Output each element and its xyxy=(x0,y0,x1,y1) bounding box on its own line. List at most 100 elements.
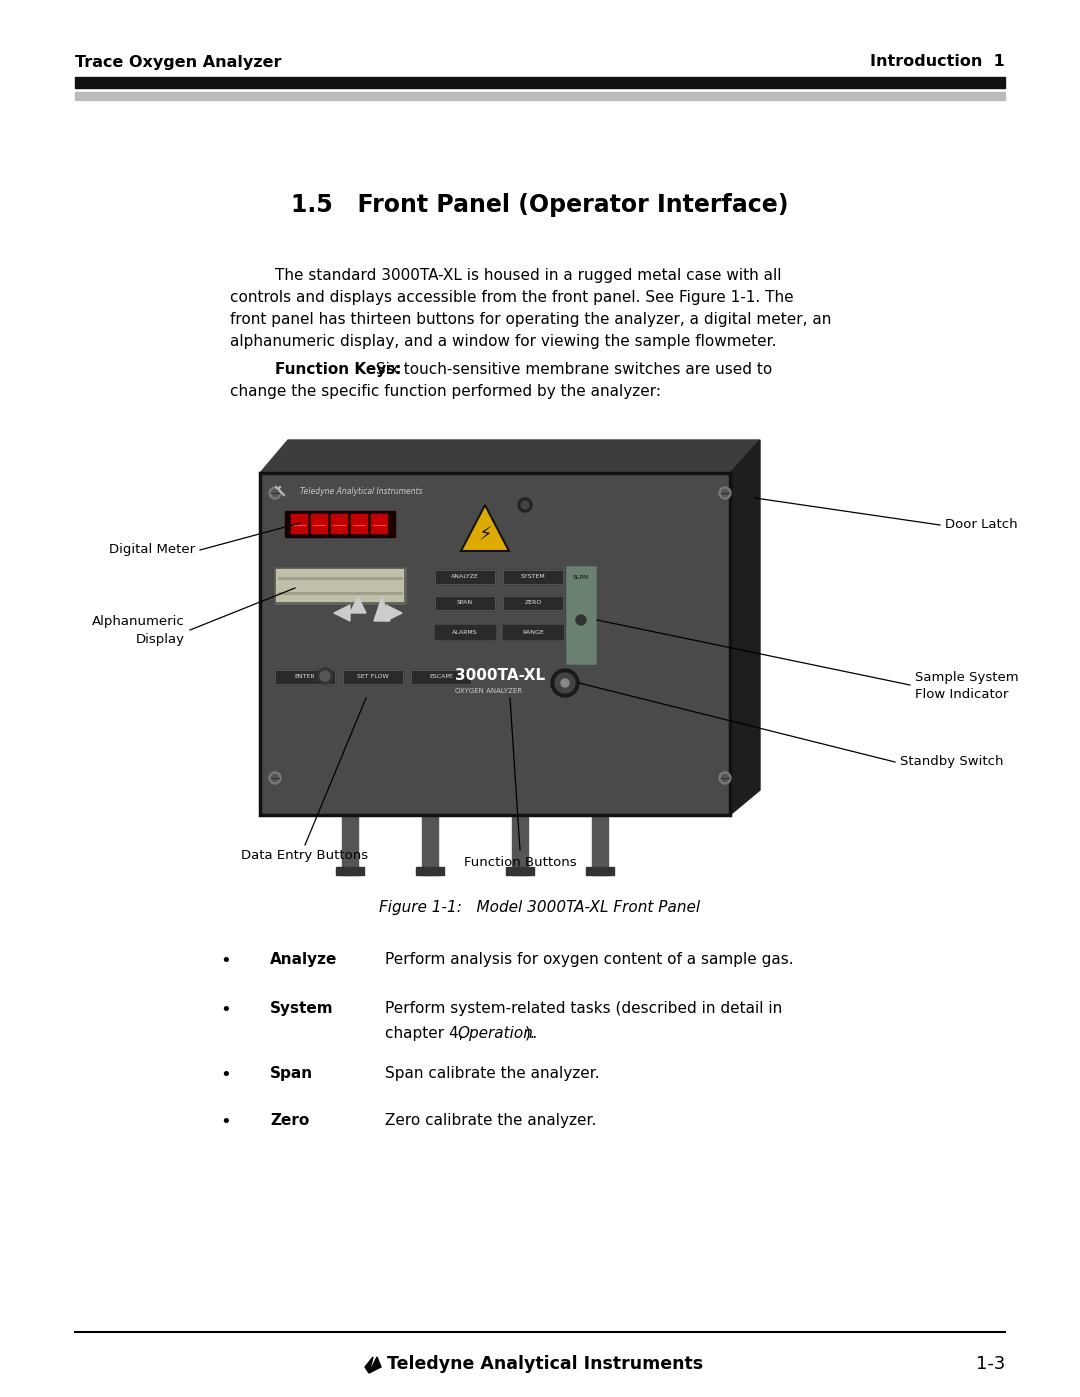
Bar xyxy=(275,671,335,685)
Text: Data Entry Buttons: Data Entry Buttons xyxy=(242,848,368,862)
Text: Perform analysis for oxygen content of a sample gas.: Perform analysis for oxygen content of a… xyxy=(384,951,794,967)
Bar xyxy=(285,511,395,536)
Text: •: • xyxy=(220,951,231,970)
Bar xyxy=(503,570,563,584)
Text: ENTER: ENTER xyxy=(295,675,315,679)
Circle shape xyxy=(551,669,579,697)
Text: chapter 4,: chapter 4, xyxy=(384,1025,469,1041)
Text: •: • xyxy=(220,1002,231,1018)
Bar xyxy=(586,868,615,875)
Bar xyxy=(372,514,387,534)
Text: Function Buttons: Function Buttons xyxy=(463,855,577,869)
Text: Teledyne Analytical Instruments: Teledyne Analytical Instruments xyxy=(300,486,422,496)
Bar xyxy=(411,671,471,685)
Text: Teledyne Analytical Instruments: Teledyne Analytical Instruments xyxy=(387,1355,703,1373)
Bar xyxy=(343,671,403,685)
Text: Door Latch: Door Latch xyxy=(945,518,1017,531)
Text: Six touch-sensitive membrane switches are used to: Six touch-sensitive membrane switches ar… xyxy=(372,362,772,377)
Bar xyxy=(343,671,403,685)
Circle shape xyxy=(555,673,575,693)
Text: Standby Switch: Standby Switch xyxy=(900,756,1003,768)
Text: front panel has thirteen buttons for operating the analyzer, a digital meter, an: front panel has thirteen buttons for ope… xyxy=(230,312,832,327)
Polygon shape xyxy=(374,597,390,622)
Text: 3000TA-XL: 3000TA-XL xyxy=(455,668,545,683)
Bar xyxy=(330,514,347,534)
Bar xyxy=(275,569,405,604)
Polygon shape xyxy=(260,440,760,474)
Text: Figure 1-1:   Model 3000TA-XL Front Panel: Figure 1-1: Model 3000TA-XL Front Panel xyxy=(379,900,701,915)
Bar xyxy=(275,671,335,685)
Bar xyxy=(75,77,1005,88)
Polygon shape xyxy=(334,605,350,622)
Text: Operation.: Operation. xyxy=(457,1025,538,1041)
Text: OXYGEN ANALYZER: OXYGEN ANALYZER xyxy=(455,687,522,694)
Bar xyxy=(260,474,730,814)
Polygon shape xyxy=(365,1356,373,1373)
Bar xyxy=(435,570,495,584)
Bar xyxy=(311,514,327,534)
Text: alphanumeric display, and a window for viewing the sample flowmeter.: alphanumeric display, and a window for v… xyxy=(230,334,777,349)
Circle shape xyxy=(561,679,569,687)
Text: •: • xyxy=(220,1066,231,1084)
Bar xyxy=(503,624,563,638)
Circle shape xyxy=(721,489,729,496)
Bar xyxy=(411,671,471,685)
Bar xyxy=(503,597,563,610)
Bar xyxy=(351,514,367,534)
Bar xyxy=(507,868,534,875)
Text: Function Keys:: Function Keys: xyxy=(275,362,402,377)
Bar xyxy=(565,564,597,665)
Bar xyxy=(435,570,495,584)
Circle shape xyxy=(271,774,279,781)
Text: 1.5   Front Panel (Operator Interface): 1.5 Front Panel (Operator Interface) xyxy=(292,193,788,217)
Text: ⚡: ⚡ xyxy=(478,525,491,545)
Bar xyxy=(503,597,563,610)
Text: Trace Oxygen Analyzer: Trace Oxygen Analyzer xyxy=(75,54,282,70)
Bar xyxy=(435,624,495,638)
Text: The standard 3000TA-XL is housed in a rugged metal case with all: The standard 3000TA-XL is housed in a ru… xyxy=(275,268,782,284)
Polygon shape xyxy=(730,440,760,814)
Bar xyxy=(336,868,364,875)
Bar xyxy=(75,92,1005,101)
Bar xyxy=(512,814,528,875)
Polygon shape xyxy=(386,605,402,622)
Bar xyxy=(422,814,438,875)
Text: Flow Indicator: Flow Indicator xyxy=(915,689,1009,701)
Bar xyxy=(416,868,444,875)
Text: ESCAPE: ESCAPE xyxy=(429,675,453,679)
Bar xyxy=(342,814,357,875)
Circle shape xyxy=(719,488,731,499)
Polygon shape xyxy=(369,1356,381,1373)
Text: ALARMS: ALARMS xyxy=(453,630,477,634)
Circle shape xyxy=(721,774,729,781)
Text: Digital Meter: Digital Meter xyxy=(109,543,195,556)
Bar xyxy=(565,564,597,665)
Bar xyxy=(503,570,563,584)
Text: SLPM: SLPM xyxy=(572,576,590,580)
Circle shape xyxy=(719,773,731,784)
Text: Span calibrate the analyzer.: Span calibrate the analyzer. xyxy=(384,1066,599,1081)
Circle shape xyxy=(318,668,333,685)
Text: ZERO: ZERO xyxy=(524,601,542,605)
Text: ANALYZE: ANALYZE xyxy=(451,574,478,580)
Text: Analyze: Analyze xyxy=(270,951,337,967)
Text: Zero calibrate the analyzer.: Zero calibrate the analyzer. xyxy=(384,1113,596,1127)
Text: controls and displays accessible from the front panel. See Figure 1-1. The: controls and displays accessible from th… xyxy=(230,291,794,305)
Text: Introduction  1: Introduction 1 xyxy=(870,54,1005,70)
Text: System: System xyxy=(270,1002,334,1016)
Text: Span: Span xyxy=(270,1066,313,1081)
Text: Alphanumeric: Alphanumeric xyxy=(92,616,185,629)
Polygon shape xyxy=(461,504,509,550)
Text: ).: ). xyxy=(525,1025,536,1041)
Bar xyxy=(275,569,405,604)
Text: 1-3: 1-3 xyxy=(975,1355,1005,1373)
Text: Display: Display xyxy=(136,633,185,647)
Bar xyxy=(435,597,495,610)
Bar xyxy=(592,814,608,875)
Text: Sample System: Sample System xyxy=(915,671,1018,683)
Text: change the specific function performed by the analyzer:: change the specific function performed b… xyxy=(230,384,661,400)
Circle shape xyxy=(521,502,529,509)
Polygon shape xyxy=(350,597,366,613)
Bar xyxy=(260,474,730,814)
Text: SPAN: SPAN xyxy=(457,601,473,605)
